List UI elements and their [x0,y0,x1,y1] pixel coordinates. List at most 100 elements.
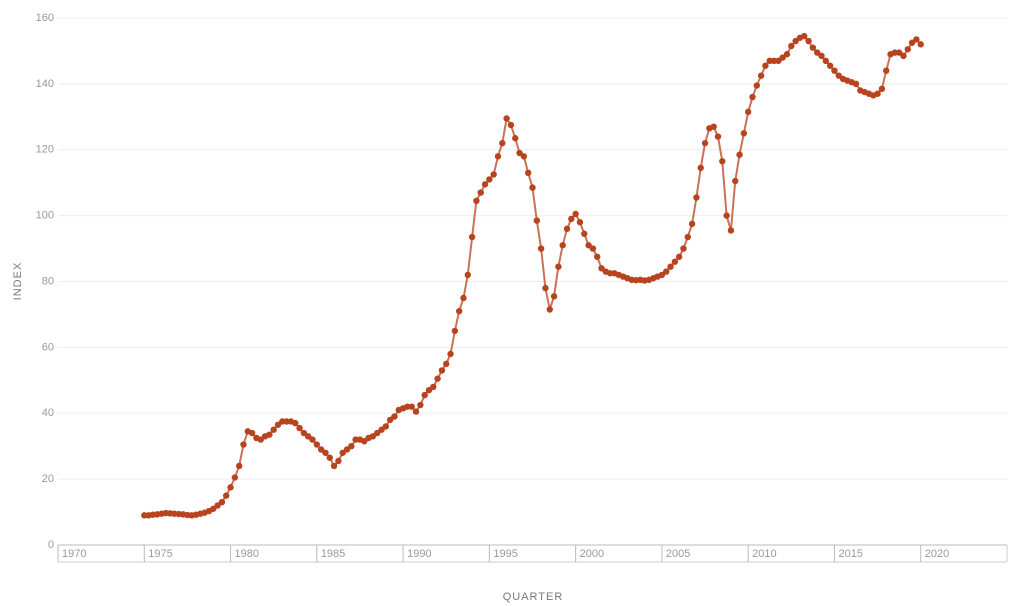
data-point [464,271,471,279]
data-point [434,375,441,382]
data-point [322,449,329,456]
x-tick-label: 1975 [148,548,172,560]
data-point [563,225,571,232]
data-point [227,484,234,491]
data-point [688,220,696,228]
data-point [270,426,277,433]
y-tick-label: 160 [36,12,54,24]
data-point [788,42,795,50]
data-point [594,253,601,260]
data-point [218,498,226,506]
data-point [581,230,588,237]
y-tick-label: 20 [42,473,54,485]
data-point [904,46,911,53]
data-point [710,123,717,130]
data-point [486,176,493,183]
y-tick-label: 100 [36,210,54,222]
data-point [231,474,239,481]
data-point [701,139,709,147]
data-point [714,133,722,140]
data-point [753,82,761,89]
data-point [296,424,303,432]
data-point [473,197,480,205]
x-axis-title: QUARTER [503,591,564,603]
y-tick-label: 80 [42,275,54,287]
data-point [805,37,812,45]
data-point [684,233,691,241]
data-point [826,62,834,69]
data-point [900,52,907,60]
data-point [391,413,398,420]
data-point [223,492,230,499]
data-point [675,253,683,260]
x-tick-label: 2015 [838,548,862,560]
data-point [550,293,558,300]
data-point [335,457,342,465]
data-point [762,62,769,69]
x-tick-label: 2000 [580,548,604,560]
data-point [831,67,838,74]
x-tick-label: 1995 [493,548,517,560]
data-point [447,350,454,358]
data-point [266,431,273,438]
data-point [740,130,748,137]
data-point [240,441,247,448]
data-point [917,41,924,48]
data-point [529,184,536,191]
data-point [883,67,890,74]
data-point [732,177,739,185]
x-tick-label: 1985 [321,548,345,560]
data-point [507,121,515,129]
data-point [878,85,886,93]
data-point [589,245,597,252]
y-tick-label: 0 [48,539,54,551]
data-point [744,108,752,116]
x-tick-label: 2010 [752,548,776,560]
data-point [874,90,881,97]
data-point [430,383,437,391]
data-point [417,401,424,409]
data-point [542,284,549,292]
data-point [546,306,553,313]
data-point [818,52,825,60]
data-point [481,181,489,188]
data-point [913,36,920,43]
data-point [524,169,532,177]
data-point [680,245,687,252]
data-point [313,441,321,448]
data-point [512,135,519,142]
data-point [494,153,502,160]
data-point [697,164,704,172]
data-point [438,367,446,374]
x-tick-label: 2020 [925,548,949,560]
data-point [292,419,299,427]
data-point [421,391,428,399]
x-tick-label: 1980 [235,548,259,560]
data-point [248,429,256,437]
data-point [801,32,808,40]
y-tick-label: 60 [42,341,54,353]
data-point [783,51,791,58]
data-point [757,72,765,79]
x-tick-label: 1990 [407,548,431,560]
data-point [451,327,459,335]
data-point [852,80,860,88]
x-tick-label: 1970 [62,548,86,560]
data-point [382,423,390,430]
data-point [719,158,726,165]
data-point [667,263,674,270]
data-point [235,462,243,470]
series-line [144,34,922,517]
data-point [749,93,756,101]
data-point [443,360,450,368]
data-point [576,219,584,226]
data-point [568,215,575,223]
data-point [809,44,817,51]
data-point [468,233,476,241]
y-tick-label: 120 [36,144,54,156]
data-point [408,403,415,410]
y-tick-label: 140 [36,78,54,90]
data-point [537,245,545,252]
data-point [555,263,562,270]
